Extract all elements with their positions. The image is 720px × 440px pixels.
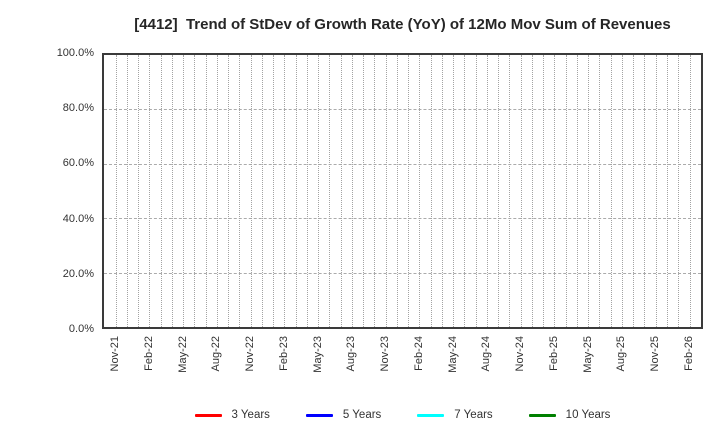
x-tick-label: May-22 [176,336,189,373]
x-tick-label: Feb-24 [412,336,425,371]
y-tick-label: 60.0% [62,157,94,170]
x-grid-line [216,55,218,327]
legend-label: 3 Years [231,409,270,421]
x-grid-line [565,55,567,327]
y-tick-label: 40.0% [62,212,94,225]
y-grid-line [104,109,701,111]
x-tick-label: May-23 [311,336,324,373]
x-grid-line [149,55,151,327]
x-grid-line [126,55,128,327]
legend-line-swatch [194,413,222,417]
x-grid-line [340,55,342,327]
x-grid-line [171,55,173,327]
x-grid-line [205,55,207,327]
legend-item: 3 Years [194,409,270,421]
x-grid-line [261,55,263,327]
x-grid-line [183,55,185,327]
x-grid-line [441,55,443,327]
y-grid-line [104,272,701,274]
x-tick-label: Nov-21 [109,336,121,372]
x-tick-label: Aug-25 [615,336,628,372]
x-grid-line [486,55,488,327]
plot-area [102,53,703,329]
legend-line-swatch [305,413,333,417]
legend-item: 10 Years [528,409,611,421]
x-grid-line [351,55,353,327]
x-tick-label: Nov-22 [244,336,257,372]
x-grid-line [666,55,668,327]
x-grid-line [543,55,545,327]
legend-label: 10 Years [565,409,611,421]
y-tick-label: 20.0% [62,267,94,280]
x-grid-line [610,55,612,327]
chart-title: [4412] Trend of StDev of Growth Rate (Yo… [134,16,671,33]
x-grid-line [644,55,646,327]
x-grid-line [318,55,320,327]
x-tick-label: Nov-23 [379,336,392,372]
legend-line-swatch [417,413,445,417]
x-grid-line [284,55,286,327]
y-tick-label: 0.0% [68,323,94,335]
x-grid-line [498,55,500,327]
y-grid-line [104,163,701,165]
x-grid-line [250,55,252,327]
x-grid-line [396,55,398,327]
x-grid-line [678,55,680,327]
x-tick-label: Aug-23 [345,336,358,372]
x-grid-line [554,55,556,327]
x-grid-line [475,55,477,327]
x-grid-line [453,55,455,327]
x-grid-line [689,55,691,327]
x-grid-line [160,55,162,327]
x-tick-label: Nov-25 [649,336,662,372]
x-tick-label: May-24 [446,336,459,373]
x-tick-label: Nov-24 [514,336,527,372]
x-grid-line [374,55,376,327]
legend-line-swatch [528,413,556,417]
legend-item: 7 Years [417,409,493,421]
legend-label: 5 Years [342,409,382,421]
x-tick-label: Feb-26 [683,336,695,371]
x-grid-line [228,55,230,327]
x-tick-label: Feb-22 [142,336,155,371]
x-grid-line [115,55,117,327]
x-grid-line [273,55,275,327]
legend: 3 Years 5 Years 7 Years 10 Years [102,405,703,425]
x-tick-label: Feb-25 [547,336,560,371]
x-tick-label: Feb-23 [277,336,290,371]
legend-label: 7 Years [454,409,493,421]
x-grid-line [655,55,657,327]
x-grid-line [419,55,421,327]
x-grid-line [194,55,196,327]
x-grid-line [588,55,590,327]
x-grid-line [239,55,241,327]
x-grid-line [633,55,635,327]
x-tick-label: Aug-24 [480,336,493,372]
x-grid-line [576,55,578,327]
x-tick-label: Aug-22 [210,336,223,372]
x-grid-line [408,55,410,327]
x-grid-line [599,55,601,327]
x-grid-line [464,55,466,327]
y-grid-line [104,218,701,220]
x-grid-line [520,55,522,327]
x-grid-line [621,55,623,327]
x-grid-line [329,55,331,327]
x-grid-line [306,55,308,327]
legend-item: 5 Years [305,409,382,421]
y-tick-label: 80.0% [62,102,94,115]
x-tick-label: May-25 [581,336,594,373]
x-grid-line [385,55,387,327]
x-grid-line [295,55,297,327]
x-grid-line [531,55,533,327]
x-grid-line [509,55,511,327]
y-tick-label: 100.0% [56,47,94,59]
x-grid-line [138,55,139,327]
x-grid-line [430,55,432,327]
x-grid-line [363,55,365,327]
